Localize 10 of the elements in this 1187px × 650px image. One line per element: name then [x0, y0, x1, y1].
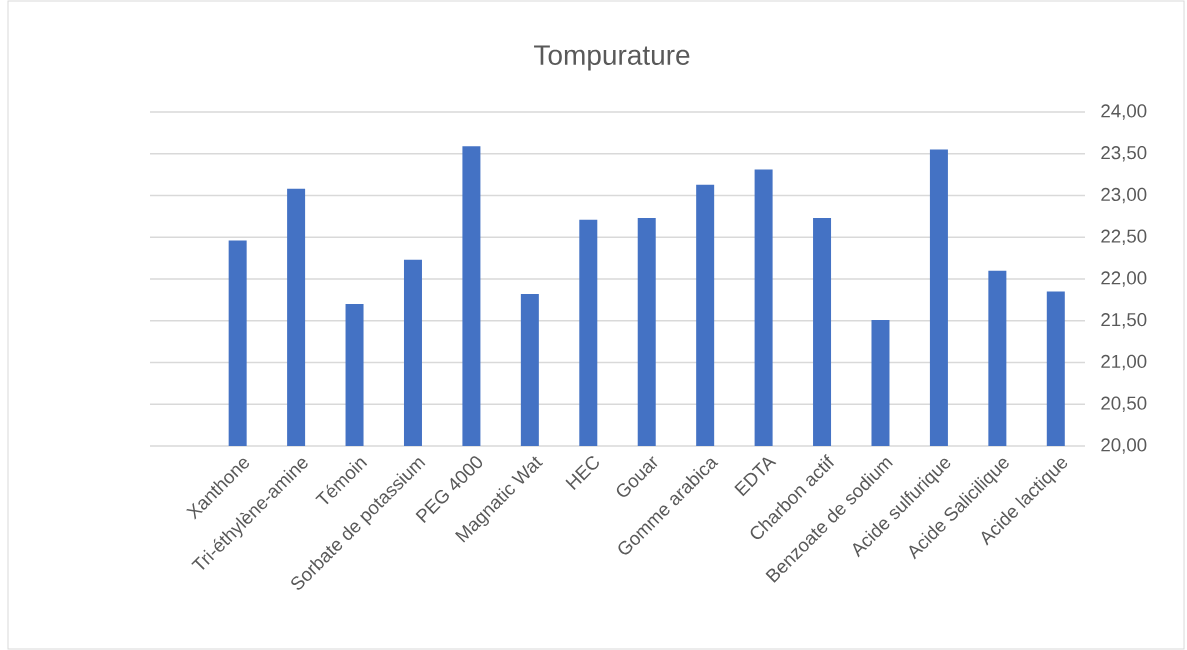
y-tick-label: 20,50 [1101, 396, 1147, 412]
y-tick-label: 23,00 [1101, 187, 1147, 204]
y-tick-label: 20,00 [1101, 438, 1147, 454]
y-tick-label: 24,00 [1101, 104, 1147, 120]
y-tick-label: 21,50 [1101, 313, 1147, 329]
chart-title: Tompurature [534, 45, 690, 71]
y-tick-label: 21,00 [1101, 354, 1147, 371]
y-tick-label: 22,00 [1101, 271, 1147, 287]
y-tick-label: 23,50 [1101, 146, 1147, 162]
y-tick-label: 22,50 [1101, 229, 1147, 245]
